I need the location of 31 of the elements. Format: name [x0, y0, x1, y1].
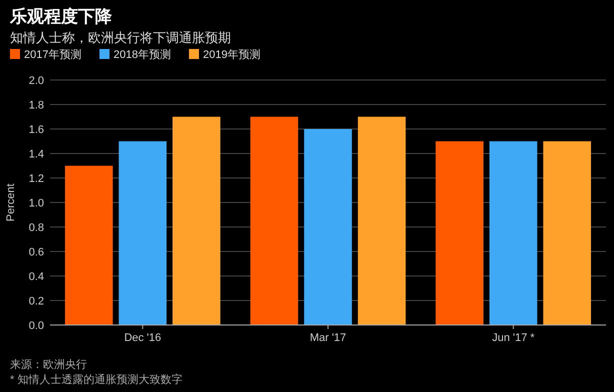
bar [489, 141, 538, 325]
source-note: 来源：欧洲央行 [10, 358, 87, 371]
text: * 知情人士透露的通胀预测大致数字 [10, 373, 182, 386]
legend-label: 2018年预测 [113, 49, 171, 61]
y-tick-label: 1.4 [28, 148, 44, 160]
bar [304, 129, 352, 325]
y-tick-label: 2.0 [28, 75, 44, 87]
bar [436, 141, 484, 325]
chart-subtitle: 知情人士称，欧洲央行将下调通胀预期 [10, 30, 231, 45]
x-tick-label: Dec '16 [124, 332, 162, 344]
y-tick-label: 0.8 [28, 222, 44, 234]
legend-label: 2019年预测 [202, 49, 260, 61]
y-tick-label: 0.0 [28, 320, 44, 332]
y-axis-title: Percent [5, 184, 17, 222]
bar [172, 116, 220, 325]
y-tick-label: 0.2 [28, 296, 44, 308]
chart-title: 乐观程度下降 [9, 7, 113, 26]
y-tick-label: 1.0 [28, 198, 44, 210]
bar [358, 116, 406, 325]
bar [118, 141, 167, 325]
y-tick-label: 0.4 [28, 271, 44, 283]
y-tick-label: 1.8 [28, 100, 44, 112]
bar [250, 116, 298, 325]
x-tick-label: Jun '17 * [492, 332, 536, 344]
y-tick-label: 0.6 [28, 246, 44, 258]
bar [65, 166, 113, 325]
y-tick-label: 1.2 [28, 173, 44, 185]
x-tick-label: Mar '17 [310, 332, 346, 344]
bar [543, 141, 591, 325]
y-tick-label: 1.6 [28, 124, 44, 136]
legend-label: 2017年预测 [24, 49, 82, 61]
